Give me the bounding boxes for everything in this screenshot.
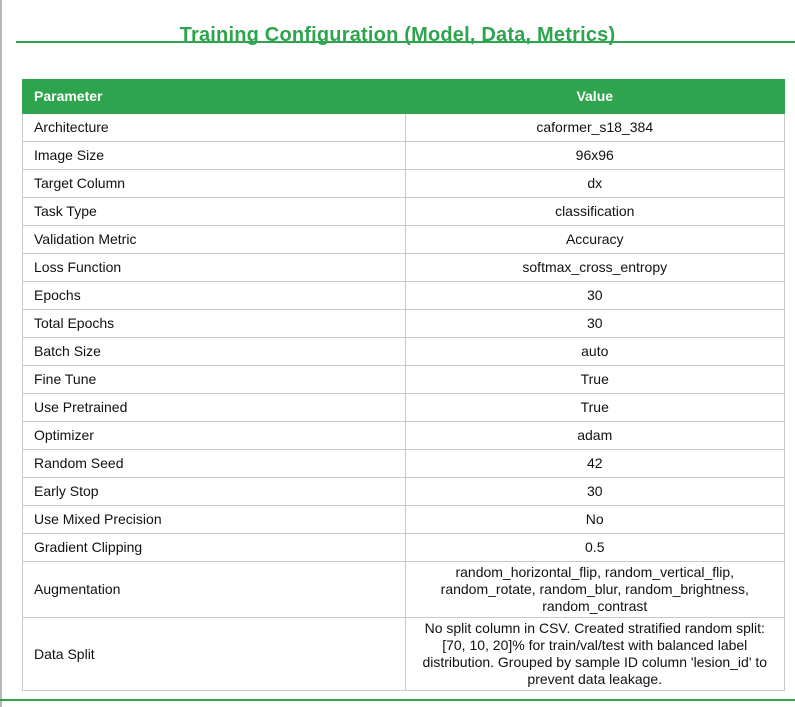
value-cell: dx (404, 169, 786, 198)
table-row: Total Epochs 30 (22, 309, 786, 338)
value-cell: No (404, 505, 786, 534)
table-row: Loss Function softmax_cross_entropy (22, 253, 786, 282)
parameter-cell: Task Type (22, 197, 406, 226)
column-header-parameter: Parameter (22, 79, 406, 114)
value-cell: caformer_s18_384 (404, 113, 786, 142)
value-cell: random_horizontal_flip, random_vertical_… (404, 561, 786, 618)
table-row: Early Stop 30 (22, 477, 786, 506)
parameter-cell: Validation Metric (22, 225, 406, 254)
value-cell: 30 (404, 281, 786, 310)
parameter-cell: Use Pretrained (22, 393, 406, 422)
title-underline (16, 41, 795, 43)
column-header-value: Value (404, 79, 786, 114)
parameter-cell: Architecture (22, 113, 406, 142)
value-cell: Accuracy (404, 225, 786, 254)
page-title: Training Configuration (Model, Data, Met… (179, 24, 616, 47)
table-row: Use Mixed Precision No (22, 505, 786, 534)
table-row: Target Column dx (22, 169, 786, 198)
value-cell: adam (404, 421, 786, 450)
table-row: Image Size 96x96 (22, 141, 786, 170)
parameter-cell: Target Column (22, 169, 406, 198)
parameter-cell: Use Mixed Precision (22, 505, 406, 534)
value-cell: 96x96 (404, 141, 786, 170)
table-row: Architecture caformer_s18_384 (22, 113, 786, 142)
parameter-cell: Gradient Clipping (22, 533, 406, 562)
table-row: Batch Size auto (22, 337, 786, 366)
table-row: Gradient Clipping 0.5 (22, 533, 786, 562)
value-cell: True (404, 365, 786, 394)
value-cell: No split column in CSV. Created stratifi… (404, 617, 786, 691)
table-header-row: Parameter Value (22, 79, 786, 114)
table-row: Validation Metric Accuracy (22, 225, 786, 254)
value-cell: auto (404, 337, 786, 366)
table-row: Data Split No split column in CSV. Creat… (22, 617, 786, 691)
table-row: Epochs 30 (22, 281, 786, 310)
parameter-cell: Fine Tune (22, 365, 406, 394)
value-cell: True (404, 393, 786, 422)
parameter-cell: Random Seed (22, 449, 406, 478)
table-row: Task Type classification (22, 197, 786, 226)
bottom-rule (0, 699, 795, 701)
table-row: Fine Tune True (22, 365, 786, 394)
table-row: Random Seed 42 (22, 449, 786, 478)
parameter-cell: Total Epochs (22, 309, 406, 338)
value-cell: 30 (404, 477, 786, 506)
value-cell: softmax_cross_entropy (404, 253, 786, 282)
parameter-cell: Loss Function (22, 253, 406, 282)
table-row: Use Pretrained True (22, 393, 786, 422)
parameter-cell: Image Size (22, 141, 406, 170)
parameter-cell: Batch Size (22, 337, 406, 366)
parameter-cell: Data Split (22, 617, 406, 691)
parameter-cell: Epochs (22, 281, 406, 310)
value-cell: classification (404, 197, 786, 226)
parameter-cell: Optimizer (22, 421, 406, 450)
parameter-cell: Early Stop (22, 477, 406, 506)
table-row: Augmentation random_horizontal_flip, ran… (22, 561, 786, 618)
window-left-border (0, 0, 2, 707)
config-table: Parameter Value Architecture caformer_s1… (22, 79, 786, 691)
table-row: Optimizer adam (22, 421, 786, 450)
value-cell: 42 (404, 449, 786, 478)
config-table-container: Parameter Value Architecture caformer_s1… (22, 79, 786, 691)
value-cell: 30 (404, 309, 786, 338)
value-cell: 0.5 (404, 533, 786, 562)
parameter-cell: Augmentation (22, 561, 406, 618)
